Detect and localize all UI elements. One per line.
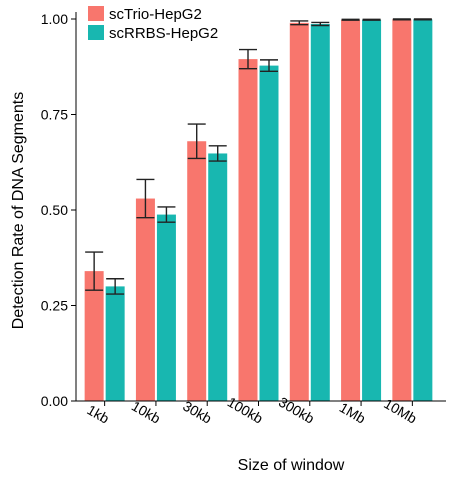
bars-layer [84, 19, 433, 402]
legend-label: scTrio-HepG2 [109, 6, 202, 23]
bar-scRRBS-HepG2-10kb [156, 214, 176, 401]
error-bar-scTrio-HepG2-1kb [85, 251, 104, 291]
bar-scTrio-HepG2-100kb [238, 59, 258, 402]
bar-scRRBS-HepG2-10Mb [413, 19, 433, 402]
legend-item-scTrio-HepG2: scTrio-HepG2 [88, 6, 202, 23]
error-bar-scTrio-HepG2-300kb [290, 20, 309, 26]
bar-scTrio-HepG2-1Mb [341, 19, 361, 401]
y-tick-label: 1.00 [41, 11, 68, 27]
legend: scTrio-HepG2 scRRBS-HepG2 [88, 6, 218, 42]
legend-item-scRRBS-HepG2: scRRBS-HepG2 [88, 25, 218, 42]
x-tick-label: 1Mb [337, 399, 369, 427]
bar-scTrio-HepG2-10kb [135, 198, 155, 401]
y-tick-label: 0.00 [41, 393, 68, 409]
legend-label: scRRBS-HepG2 [109, 25, 218, 42]
bar-scRRBS-HepG2-1Mb [362, 19, 382, 401]
bar-scRRBS-HepG2-1kb [105, 286, 125, 401]
error-bar-scRRBS-HepG2-100kb [260, 59, 278, 73]
bar-scTrio-HepG2-30kb [187, 141, 207, 402]
bar-scRRBS-HepG2-300kb [310, 23, 330, 401]
error-bar-scRRBS-HepG2-30kb [208, 145, 227, 162]
error-bar-scTrio-HepG2-100kb [239, 48, 257, 70]
bar-scTrio-HepG2-300kb [289, 22, 309, 401]
bar-scTrio-HepG2-1kb [84, 271, 104, 401]
error-bar-scRRBS-HepG2-10Mb [413, 18, 432, 21]
y-tick-label: 0.50 [41, 202, 68, 218]
y-axis-title: Detection Rate of DNA Segments [10, 92, 27, 329]
x-axis-title: Size of window [238, 457, 345, 474]
bar-scRRBS-HepG2-100kb [259, 65, 279, 401]
error-bar-scRRBS-HepG2-10kb [157, 206, 176, 223]
error-bar-scTrio-HepG2-10Mb [392, 18, 411, 21]
error-bar-scTrio-HepG2-10kb [136, 178, 155, 219]
error-bar-scTrio-HepG2-1Mb [341, 18, 360, 21]
bar-scRRBS-HepG2-30kb [208, 153, 228, 401]
error-bar-scTrio-HepG2-30kb [187, 123, 206, 160]
legend-swatch [88, 6, 104, 21]
error-bar-scRRBS-HepG2-1Mb [362, 18, 381, 21]
error-bar-scRRBS-HepG2-1kb [106, 278, 125, 295]
y-tick-label: 0.25 [41, 298, 68, 314]
x-tick-label: 10kb [129, 398, 163, 427]
legend-swatch [88, 25, 104, 40]
bar-scTrio-HepG2-10Mb [392, 19, 412, 402]
x-tick-label: 30kb [180, 398, 214, 427]
x-tick-label: 1kb [84, 401, 112, 426]
error-bars-layer [85, 18, 432, 295]
error-bar-scRRBS-HepG2-300kb [311, 21, 330, 27]
y-tick-label: 0.75 [41, 107, 68, 123]
